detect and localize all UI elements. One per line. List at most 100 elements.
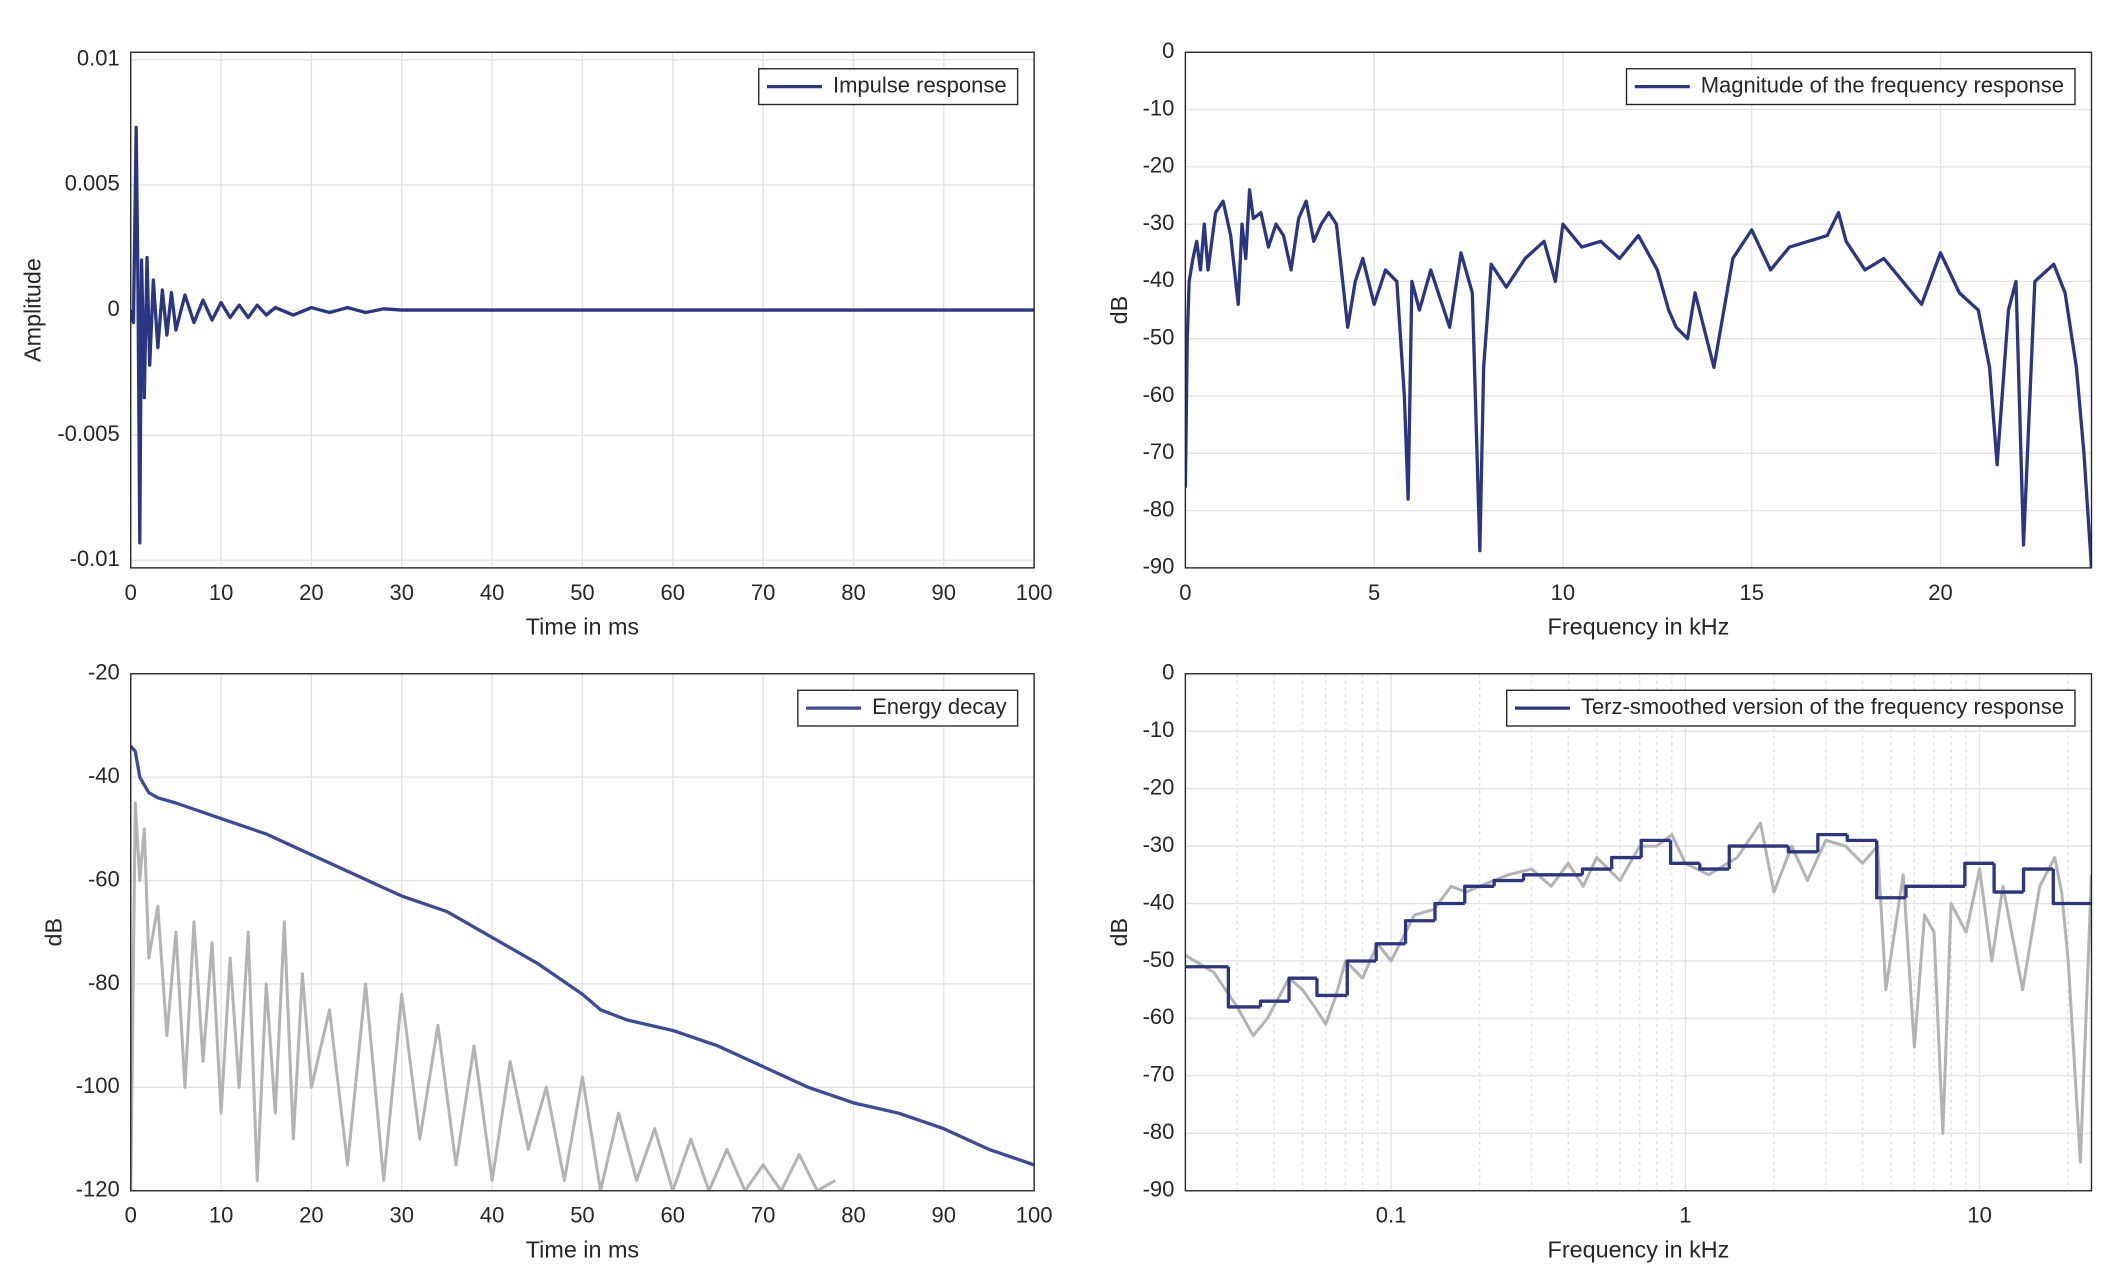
x-tick-label: 90 bbox=[932, 1203, 956, 1228]
step bbox=[1258, 999, 1290, 1007]
x-tick-label: 30 bbox=[390, 1203, 414, 1228]
x-tick-label: 90 bbox=[932, 580, 956, 605]
x-axis-label: Time in ms bbox=[526, 1236, 639, 1262]
step bbox=[1786, 846, 1818, 854]
y-tick-label: -60 bbox=[88, 866, 120, 891]
y-tick-label: -30 bbox=[1143, 832, 1175, 857]
y-tick-label: -20 bbox=[1143, 774, 1175, 799]
y-tick-label: -60 bbox=[1143, 382, 1175, 407]
step bbox=[1963, 861, 1995, 887]
series-group bbox=[130, 745, 1035, 1191]
x-tick-label: 10 bbox=[1551, 580, 1575, 605]
x-tick-label: 5 bbox=[1368, 580, 1380, 605]
x-tick-label: 0 bbox=[125, 1203, 137, 1228]
step bbox=[1698, 863, 1730, 871]
step bbox=[1668, 840, 1700, 865]
step bbox=[1287, 976, 1317, 1002]
x-tick-label: 50 bbox=[570, 580, 594, 605]
x-tick-label: 30 bbox=[390, 580, 414, 605]
step bbox=[1345, 959, 1377, 996]
x-tick-label: 70 bbox=[751, 1203, 775, 1228]
legend-label: Energy decay bbox=[872, 694, 1007, 719]
x-tick-label: 0 bbox=[1179, 580, 1191, 605]
y-tick-label: -0.005 bbox=[57, 421, 119, 446]
subplot: -0.01 -0.005 0 0.005 0.01 0 10 20 30 40 50 60 70 80 90… bbox=[20, 46, 1053, 640]
axes-box bbox=[1184, 673, 2093, 1192]
y-tick-label: -80 bbox=[1143, 496, 1175, 521]
y-tick-label: -100 bbox=[76, 1073, 120, 1098]
x-tick-label: 100 bbox=[1016, 580, 1053, 605]
step bbox=[1403, 919, 1435, 944]
legend: Impulse response bbox=[758, 68, 1019, 106]
line bbox=[1185, 188, 2092, 568]
x-axis-label: Time in ms bbox=[526, 614, 639, 640]
x-tick-label: 50 bbox=[570, 1203, 594, 1228]
step bbox=[1315, 978, 1348, 998]
x-tick-label: 10 bbox=[1967, 1203, 1991, 1228]
x-tick-label: 70 bbox=[751, 580, 775, 605]
y-tick-label: 0 bbox=[108, 296, 120, 321]
legend-label: Magnitude of the frequency response bbox=[1701, 72, 2064, 97]
step bbox=[1904, 884, 1936, 898]
x-axis-label: Frequency in kHz bbox=[1548, 1236, 1730, 1262]
y-axis-label: dB bbox=[1106, 296, 1132, 325]
x-tick-label: 0 bbox=[125, 580, 137, 605]
step bbox=[1433, 901, 1465, 921]
legend-label: Terz-smoothed version of the frequency r… bbox=[1581, 694, 2064, 719]
x-tick-label: 0.1 bbox=[1376, 1203, 1407, 1228]
y-tick-label: -40 bbox=[88, 763, 120, 788]
x-tick-label: 80 bbox=[841, 1203, 865, 1228]
series-group bbox=[130, 125, 1035, 545]
x-tick-label: 40 bbox=[480, 1203, 504, 1228]
step bbox=[1639, 838, 1671, 858]
step bbox=[2021, 867, 2054, 893]
step bbox=[1580, 867, 1612, 875]
y-tick-label: -90 bbox=[1143, 1177, 1175, 1202]
y-tick-label: 0 bbox=[1162, 660, 1174, 685]
x-tick-label: 15 bbox=[1739, 580, 1763, 605]
series-group bbox=[1185, 188, 2092, 568]
line bbox=[130, 125, 1035, 545]
y-tick-label: -20 bbox=[1143, 153, 1175, 178]
x-tick-label: 20 bbox=[299, 1203, 323, 1228]
step bbox=[1727, 844, 1760, 870]
legend-label: Impulse response bbox=[833, 72, 1007, 97]
legend: Magnitude of the frequency response bbox=[1625, 68, 2076, 106]
x-tick-label: 80 bbox=[841, 580, 865, 605]
y-tick-label: -30 bbox=[1143, 210, 1175, 235]
y-tick-label: -10 bbox=[1143, 95, 1175, 120]
y-tick-label: -0.01 bbox=[70, 546, 120, 571]
step bbox=[1226, 966, 1261, 1009]
subplot: -90 -80 -70 -60 -50 -40 -30 -20 -10 0 0.1 1 10 Terz-s… bbox=[1106, 660, 2093, 1262]
y-tick-label: -80 bbox=[88, 970, 120, 995]
y-tick-label: -70 bbox=[1143, 439, 1175, 464]
y-tick-label: 0.01 bbox=[77, 46, 120, 71]
axes-box bbox=[1184, 51, 2093, 569]
step bbox=[1492, 878, 1524, 887]
step bbox=[1521, 873, 1553, 881]
y-tick-label: -50 bbox=[1143, 325, 1175, 350]
step bbox=[1463, 884, 1495, 904]
line bbox=[130, 801, 837, 1191]
step bbox=[1992, 863, 2024, 894]
y-axis-label: dB bbox=[1106, 918, 1132, 947]
x-tick-label: 10 bbox=[209, 580, 233, 605]
legend-box bbox=[1506, 689, 2076, 727]
y-axis-label: Amplitude bbox=[20, 258, 46, 362]
y-tick-label: -40 bbox=[1143, 889, 1175, 914]
x-tick-label: 100 bbox=[1016, 1203, 1053, 1228]
y-tick-label: -90 bbox=[1143, 554, 1175, 579]
step bbox=[1816, 832, 1848, 852]
y-tick-label: -10 bbox=[1143, 717, 1175, 742]
y-tick-label: 0.005 bbox=[65, 171, 120, 196]
subplot: -90 -80 -70 -60 -50 -40 -30 -20 -10 0 0 5 10 15 20 Magn… bbox=[1106, 38, 2093, 640]
line bbox=[1185, 821, 2092, 1164]
step bbox=[1610, 855, 1642, 870]
y-tick-label: -20 bbox=[88, 660, 120, 685]
axes-box bbox=[130, 673, 1035, 1192]
y-tick-label: -80 bbox=[1143, 1119, 1175, 1144]
x-tick-label: 40 bbox=[480, 580, 504, 605]
step bbox=[1374, 942, 1406, 961]
y-tick-label: -40 bbox=[1143, 267, 1175, 292]
